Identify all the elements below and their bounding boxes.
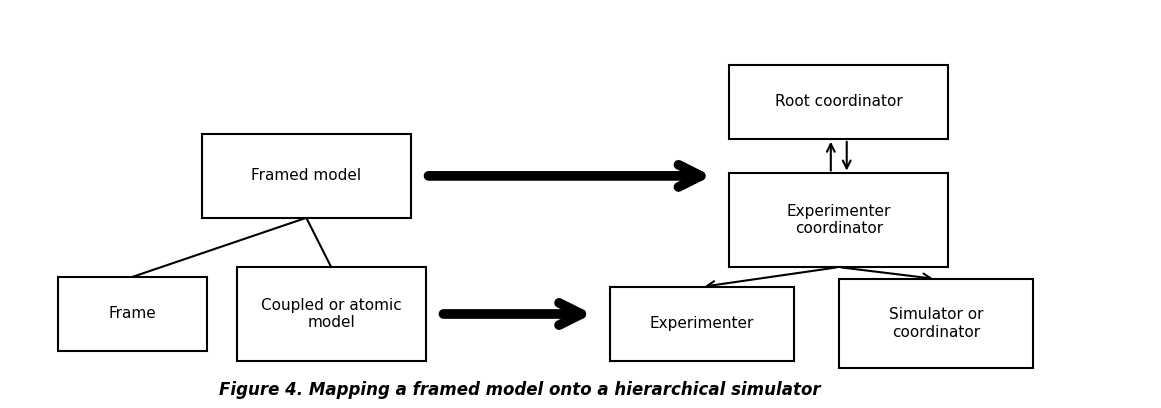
Bar [202,134,411,218]
Text: Coupled or atomic
model: Coupled or atomic model [261,298,402,330]
Text: Frame: Frame [108,306,156,322]
Text: Figure 4. Mapping a framed model onto a hierarchical simulator: Figure 4. Mapping a framed model onto a … [219,381,821,399]
Bar [58,277,207,351]
Bar [729,65,949,139]
Text: Framed model: Framed model [251,169,361,183]
Bar [237,267,426,361]
Bar [729,173,949,267]
Text: Experimenter
coordinator: Experimenter coordinator [786,204,890,237]
Text: Simulator or
coordinator: Simulator or coordinator [888,307,983,339]
Text: Root coordinator: Root coordinator [774,94,902,109]
Text: Experimenter: Experimenter [650,316,755,331]
Bar [838,279,1033,368]
Bar [610,287,794,361]
